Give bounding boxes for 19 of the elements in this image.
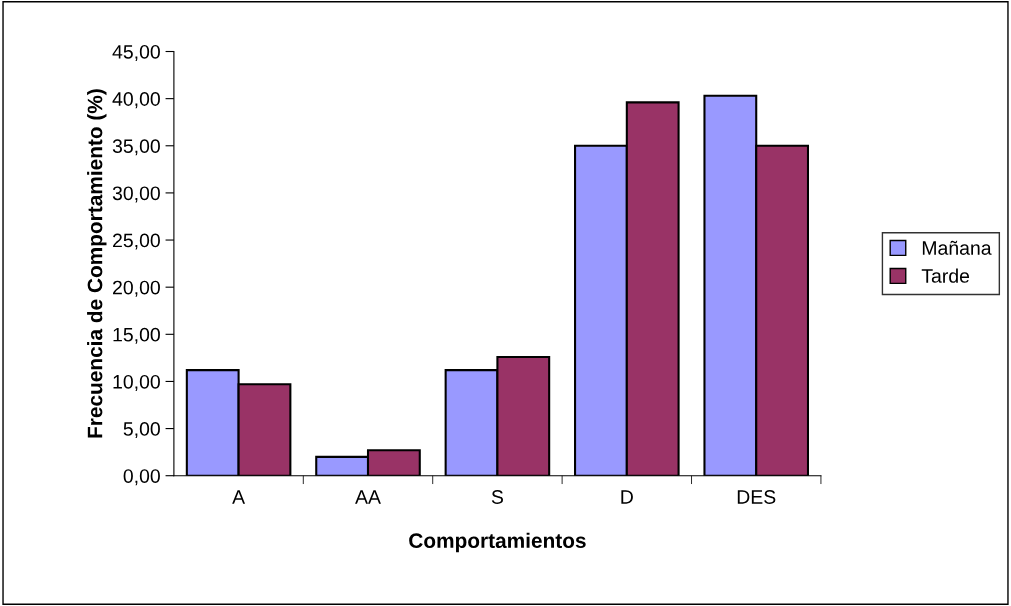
y-axis-title: Frecuencia de Comportamiento (%) (87, 89, 107, 438)
legend-label: Mañana (922, 240, 992, 255)
y-tick-label: 40,00 (112, 92, 160, 109)
y-tick-label: 35,00 (112, 139, 160, 156)
y-tick-label: 25,00 (113, 233, 160, 250)
x-tick-label: D (621, 490, 633, 504)
x-tick-label: DES (737, 490, 776, 504)
y-tick-label: 10,00 (113, 374, 160, 391)
y-tick-label: 15,00 (113, 327, 160, 344)
x-tick-label: AA (355, 490, 381, 504)
legend-label: Tarde (921, 268, 970, 283)
y-tick-label: 45,00 (112, 44, 160, 62)
x-tick-label: A (232, 490, 246, 504)
x-tick-label: S (491, 490, 503, 504)
y-tick-label: 5,00 (123, 422, 160, 439)
y-tick-label: 20,00 (113, 280, 160, 297)
y-tick-label: 30,00 (112, 186, 160, 203)
x-axis-title: Comportamientos (409, 532, 586, 553)
y-tick-label: 0,00 (123, 469, 160, 486)
